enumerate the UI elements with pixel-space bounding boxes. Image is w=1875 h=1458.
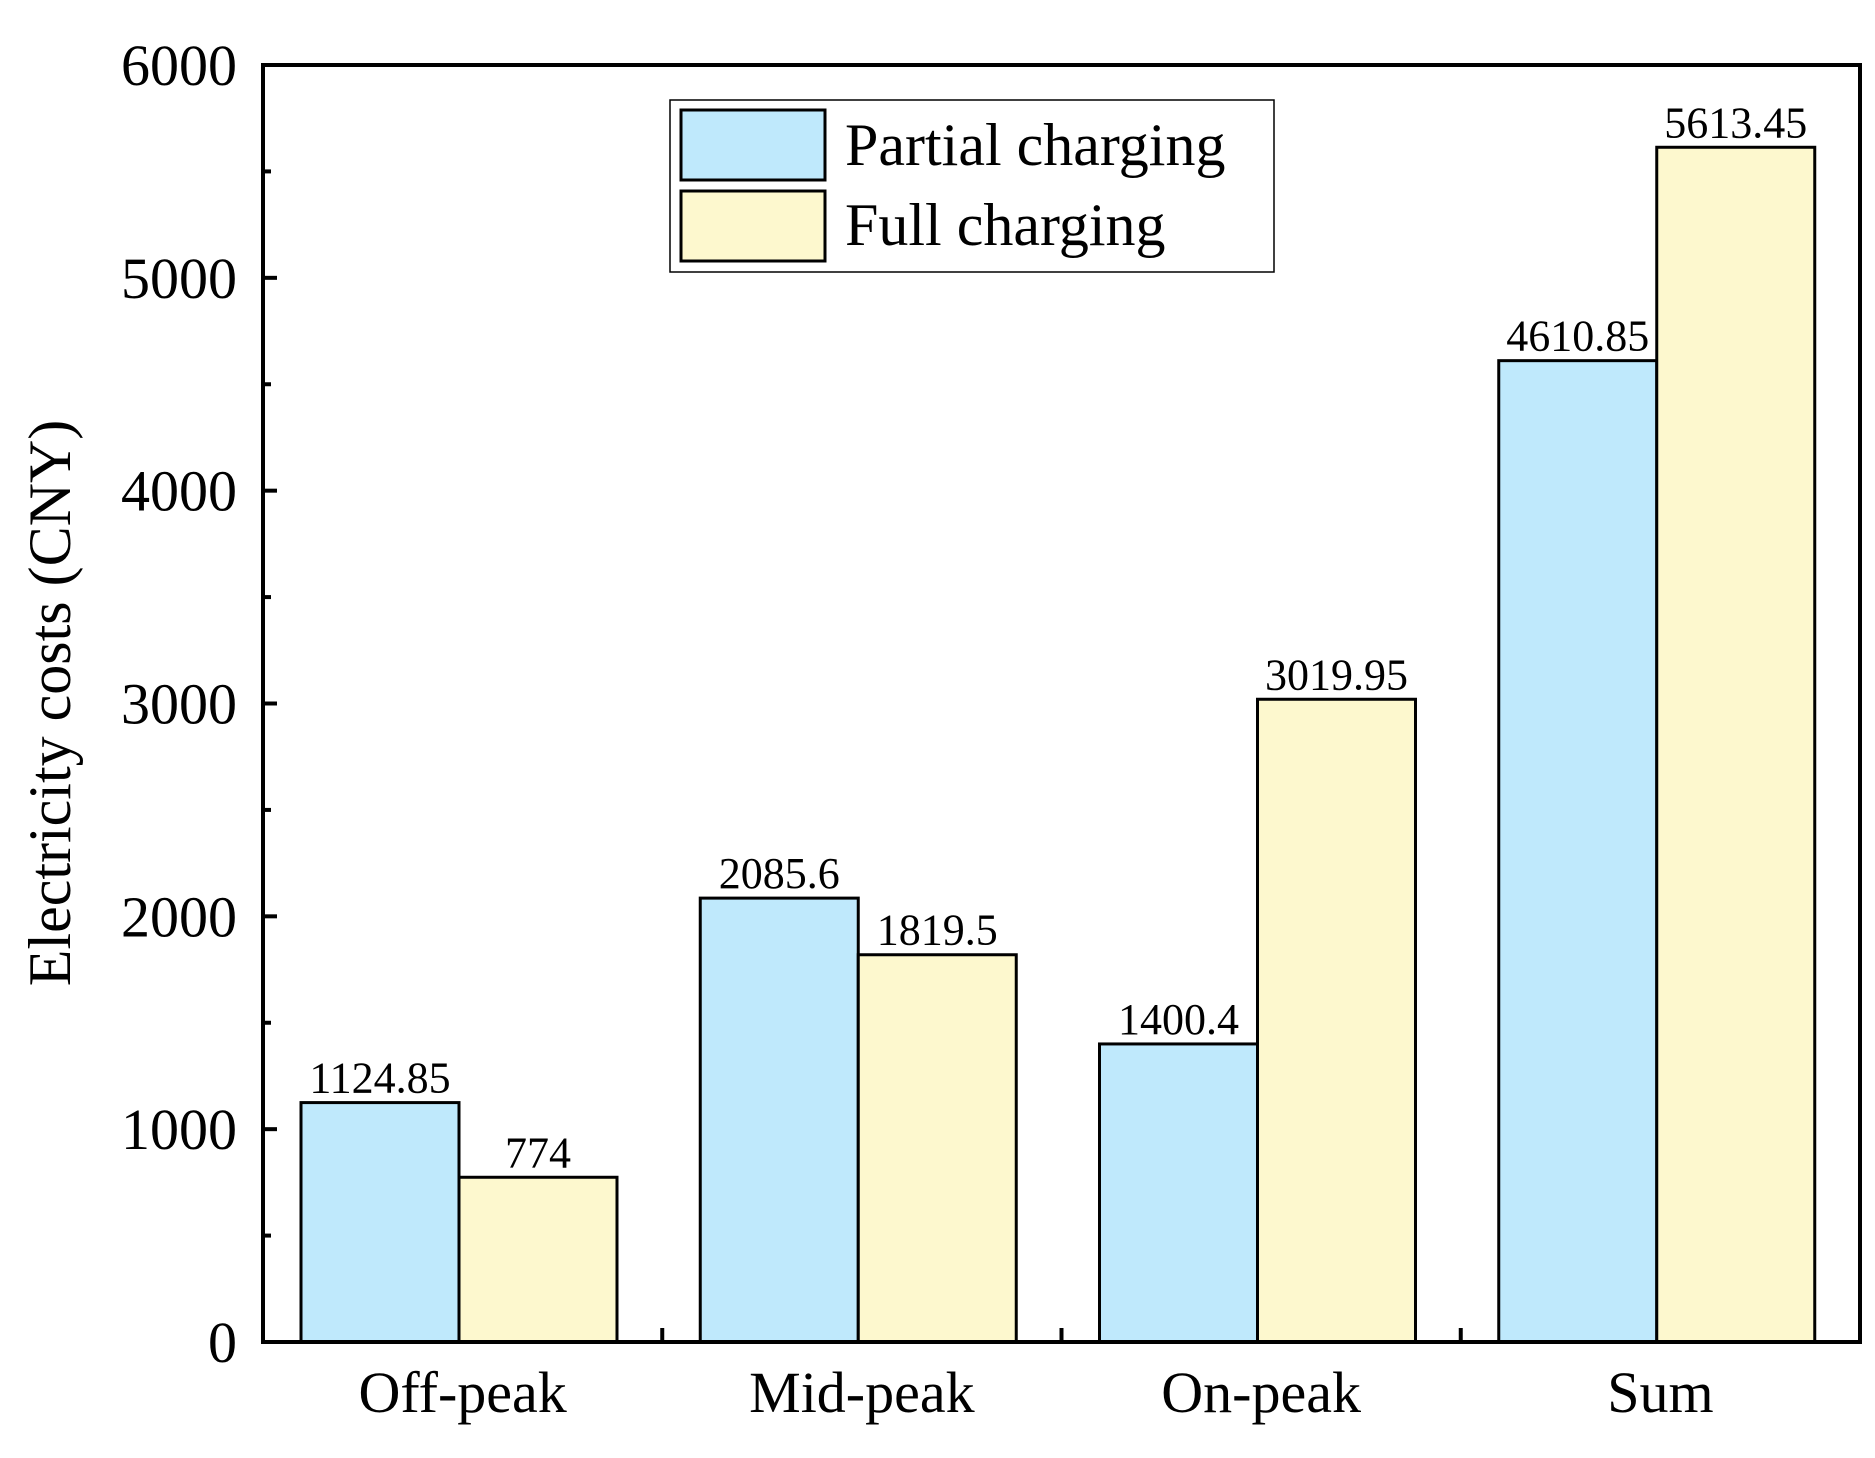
bar-full-charging-mid-peak [856, 953, 1018, 1344]
legend-swatch-partial-charging [679, 108, 827, 182]
bar-full-charging-off-peak [457, 1175, 619, 1344]
x-category-label-sum: Sum [1607, 1360, 1713, 1425]
x-axis: Off-peak Mid-peak On-peak Sum [358, 1328, 1714, 1425]
y-tick-label-6000: 6000 [121, 33, 237, 98]
value-label-partial-charging-on-peak: 1400.4 [1118, 995, 1239, 1044]
y-tick-label-0: 0 [208, 1310, 237, 1375]
bar-partial-charging-sum [1497, 359, 1659, 1344]
value-label-full-charging-off-peak: 774 [505, 1128, 571, 1177]
y-tick-label-1000: 1000 [121, 1097, 237, 1162]
bar-full-charging-sum [1655, 145, 1817, 1344]
value-label-partial-charging-off-peak: 1124.85 [309, 1054, 450, 1103]
bars-group [299, 145, 1817, 1344]
value-label-full-charging-on-peak: 3019.95 [1265, 650, 1408, 699]
bar-partial-charging-mid-peak [698, 896, 860, 1344]
y-tick-label-2000: 2000 [121, 884, 237, 949]
legend-label-full-charging: Full charging [845, 192, 1166, 258]
y-axis-title: Electricity costs (CNY) [17, 420, 83, 987]
bar-full-charging-on-peak [1256, 697, 1417, 1344]
y-tick-label-4000: 4000 [121, 459, 237, 524]
x-category-label-on-peak: On-peak [1161, 1360, 1361, 1425]
value-label-full-charging-mid-peak: 1819.5 [877, 906, 998, 955]
bar-partial-charging-on-peak [1098, 1042, 1259, 1344]
y-tick-label-3000: 3000 [121, 672, 237, 737]
plot-frame [261, 63, 1862, 1344]
value-label-full-charging-sum: 5613.45 [1664, 98, 1807, 147]
value-label-partial-charging-sum: 4610.85 [1506, 312, 1649, 361]
bar-partial-charging-off-peak [299, 1101, 461, 1344]
legend: Partial charging Full charging [669, 99, 1275, 273]
y-axis: 0 1000 2000 3000 4000 5000 6000 [121, 33, 277, 1375]
value-labels-group: 1124.85 774 2085.6 1819.5 1400.4 3019.95 4610.… [309, 98, 1807, 1177]
x-category-label-off-peak: Off-peak [358, 1360, 566, 1425]
legend-label-partial-charging: Partial charging [845, 112, 1225, 178]
value-label-partial-charging-mid-peak: 2085.6 [719, 849, 840, 898]
x-category-label-mid-peak: Mid-peak [749, 1360, 975, 1425]
y-tick-label-5000: 5000 [121, 246, 237, 311]
legend-swatch-full-charging [679, 189, 827, 263]
